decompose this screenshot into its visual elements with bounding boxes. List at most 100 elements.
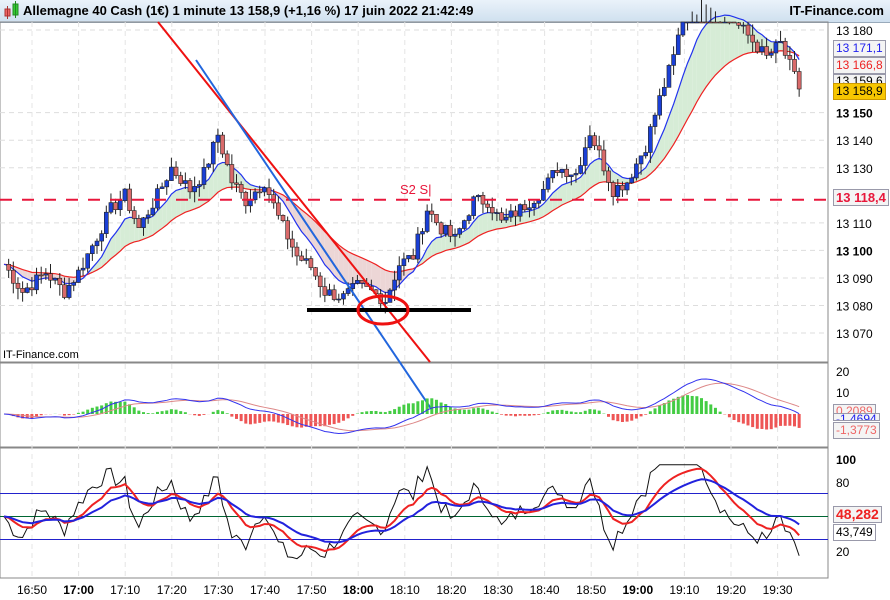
macd-hist-bar (583, 410, 587, 414)
macd-hist-bar (383, 412, 387, 414)
ma-fill (176, 189, 181, 218)
macd-hist-bar (39, 414, 43, 416)
ma-fill (534, 207, 539, 221)
candle (192, 186, 197, 193)
macd-hist-bar (634, 414, 638, 419)
macd-hist-bar (611, 414, 615, 421)
title-bar: Allemagne 40 Cash (1€) 1 minute 13 158,9… (0, 0, 890, 23)
candle (76, 269, 81, 283)
ma-fill (692, 39, 697, 111)
ma-fill (682, 63, 688, 128)
candle (20, 288, 25, 293)
candle (104, 211, 109, 234)
candle (768, 52, 774, 56)
macd-hist-bar (755, 414, 759, 429)
ma-fill (487, 212, 493, 232)
ma-fill (376, 264, 381, 291)
candle (197, 184, 202, 187)
macd-hist-bar (35, 414, 39, 417)
ma-fill (636, 171, 642, 182)
macd-hist-bar (174, 409, 178, 414)
macd-hist-bar (300, 414, 304, 428)
candle (164, 180, 170, 188)
candle (280, 215, 286, 222)
ma-fill (687, 52, 693, 120)
ma-fill (492, 212, 497, 231)
candle (71, 282, 77, 286)
ma-fill (673, 90, 679, 145)
price-tick: 13 080 (836, 300, 873, 314)
time-label: 18:00 (343, 583, 374, 597)
ma-fill (106, 238, 111, 264)
candle (215, 134, 221, 143)
ma-fill (734, 16, 739, 60)
candle (276, 202, 281, 216)
red-trendline (157, 21, 431, 363)
time-label: 17:00 (63, 583, 94, 597)
candle (62, 284, 67, 298)
macd-hist-bar (286, 414, 290, 426)
ma-fill (180, 187, 186, 215)
ma-fill (380, 267, 386, 293)
candle (57, 277, 63, 286)
candle (159, 186, 165, 189)
macd-label-3: -1,3773 (833, 422, 880, 439)
macd-hist-bar (230, 414, 234, 417)
candle (610, 182, 616, 197)
rsi-blue-line (3, 478, 800, 544)
macd-hist-bar (169, 409, 173, 414)
ma-fill (668, 104, 674, 152)
candle (252, 191, 258, 201)
macd-hist-bar (86, 409, 90, 414)
macd-hist-bar (267, 414, 271, 422)
macd-hist-bar (304, 414, 308, 427)
ma-fill (422, 248, 428, 264)
candle (210, 141, 216, 165)
ma-fill (473, 216, 479, 240)
candle (661, 87, 667, 96)
price-tick: 13 090 (836, 272, 873, 286)
candle (648, 126, 653, 153)
ma-fill (557, 185, 562, 208)
candle (34, 274, 39, 291)
ma-fill (482, 212, 488, 234)
candle (29, 287, 35, 291)
macd-hist-bar (21, 414, 25, 419)
ma-fill (194, 187, 200, 209)
candle (201, 167, 207, 185)
candle (545, 177, 551, 190)
candle (513, 210, 518, 217)
macd-hist-bar (546, 411, 550, 414)
candle (796, 71, 802, 90)
rsi-line (3, 464, 800, 560)
ma-fill (571, 180, 576, 201)
macd-hist-bar (183, 412, 187, 414)
macd-hist-bar (681, 395, 685, 414)
candle (694, 21, 700, 24)
macd-hist-bar (713, 407, 717, 414)
macd-hist-bar (314, 414, 318, 427)
macd-hist-bar (351, 414, 355, 416)
macd-hist-bar (793, 414, 796, 427)
ma-fill (455, 233, 460, 249)
candle (173, 166, 179, 176)
macd-hist-bar (514, 414, 517, 417)
macd-hist-bar (439, 402, 443, 414)
macd-hist-bar (662, 403, 666, 414)
ma-fill (645, 159, 651, 178)
candle (415, 233, 421, 260)
candle (685, 21, 690, 24)
candle (754, 41, 760, 53)
ma-fill (655, 139, 660, 170)
brand: IT-Finance.com (789, 3, 884, 18)
candle (145, 214, 151, 219)
macd-hist-bar (574, 412, 578, 414)
candle (717, 21, 723, 24)
macd-hist-bar (523, 414, 527, 416)
candle (503, 216, 509, 221)
ma-fill (366, 260, 372, 286)
candle (703, 21, 709, 24)
ma-fill (22, 269, 28, 280)
macd-hist-bar (630, 414, 634, 421)
